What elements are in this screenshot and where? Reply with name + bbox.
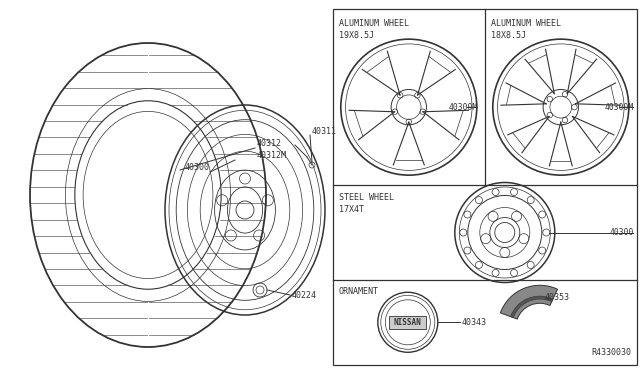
Text: STEEL WHEEL: STEEL WHEEL: [339, 192, 394, 202]
Text: 40312: 40312: [257, 140, 282, 148]
Text: ORNAMENT: ORNAMENT: [339, 288, 379, 296]
Text: 17X4T: 17X4T: [339, 205, 364, 214]
Text: R4330030: R4330030: [592, 347, 632, 356]
Text: 40311: 40311: [312, 128, 337, 137]
Wedge shape: [511, 296, 553, 318]
Wedge shape: [500, 285, 557, 319]
Text: 40300M: 40300M: [449, 103, 478, 112]
Text: 40300: 40300: [185, 164, 210, 173]
Text: ALUMINUM WHEEL: ALUMINUM WHEEL: [339, 19, 409, 28]
Text: 19X8.5J: 19X8.5J: [339, 31, 374, 40]
Text: 40300: 40300: [609, 228, 634, 237]
Text: 40312M: 40312M: [257, 151, 287, 160]
Bar: [333, 9, 637, 365]
Text: NISSAN: NISSAN: [394, 318, 422, 327]
Text: 40224: 40224: [292, 291, 317, 299]
FancyBboxPatch shape: [389, 316, 426, 329]
Text: 40353: 40353: [545, 294, 570, 302]
Text: 40343: 40343: [462, 318, 487, 327]
Text: ALUMINUM WHEEL: ALUMINUM WHEEL: [491, 19, 561, 28]
Text: 18X8.5J: 18X8.5J: [491, 31, 526, 40]
Text: 40300M: 40300M: [605, 103, 634, 112]
